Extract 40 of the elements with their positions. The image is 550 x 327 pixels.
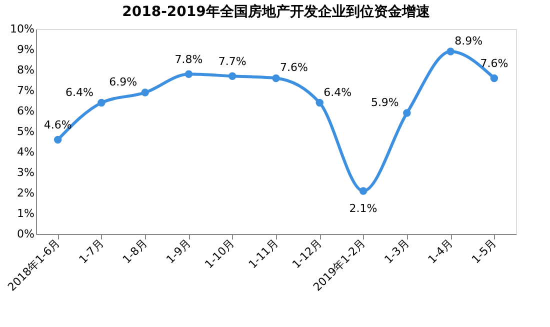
text: 7.7% xyxy=(218,55,246,68)
text: 6.9% xyxy=(109,76,138,89)
x-tick-label: 1-3月 xyxy=(382,236,412,266)
chart-title: 2018-2019年全国房地产开发企业到位资金增速 xyxy=(122,3,431,20)
point xyxy=(228,72,236,80)
point xyxy=(141,88,149,96)
point xyxy=(359,187,368,195)
point xyxy=(403,109,411,117)
text: 5.9% xyxy=(370,96,399,110)
point xyxy=(446,48,454,56)
x-tick-label: 1-8月 xyxy=(120,236,150,266)
y-tick-label: 2% xyxy=(17,186,34,200)
text: 7.6% xyxy=(480,57,508,70)
text: 7.6% xyxy=(280,61,308,74)
point xyxy=(184,70,193,78)
text: 2.1% xyxy=(349,202,378,215)
y-tick-label: 9% xyxy=(17,43,34,56)
text: 7.8% xyxy=(174,53,203,66)
point xyxy=(316,98,324,107)
y-tick-label: 10% xyxy=(10,22,34,36)
x-tick-label: 1-7月 xyxy=(76,236,106,266)
y-tick-label: 6% xyxy=(17,104,34,118)
y-tick-label: 7% xyxy=(17,84,34,97)
x-tick-label: 1-4月 xyxy=(426,236,456,266)
y-tick-label: 1% xyxy=(17,207,34,220)
y-tick-label: 8% xyxy=(17,64,34,76)
point xyxy=(98,98,106,107)
y-tick-label: 0% xyxy=(17,228,34,240)
y-tick-label: 4% xyxy=(17,146,34,158)
point xyxy=(54,136,62,144)
x-tick-label: 1-9月 xyxy=(164,236,194,266)
text: 4.6% xyxy=(44,118,72,132)
x-tick-label: 1-5月 xyxy=(469,236,499,266)
text: 6.4% xyxy=(324,86,352,99)
text: 8.9% xyxy=(454,34,483,48)
point xyxy=(490,74,498,82)
point xyxy=(272,74,280,82)
y-tick-label: 5% xyxy=(17,125,34,138)
text: 6.4% xyxy=(65,86,94,99)
y-tick-label: 3% xyxy=(17,166,34,179)
